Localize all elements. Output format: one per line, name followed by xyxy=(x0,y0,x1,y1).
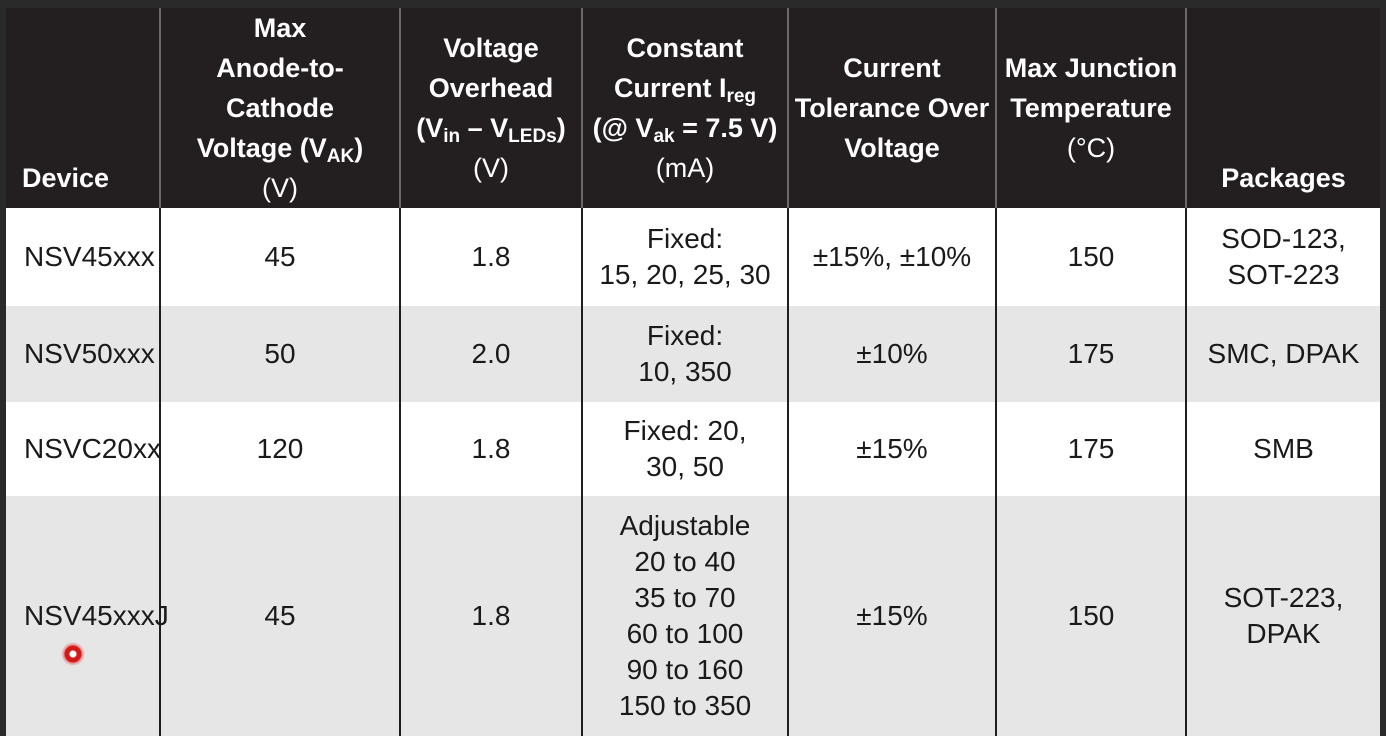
table-row: NSV50xxx 50 2.0 Fixed: 10, 350 ±10% 175 S… xyxy=(6,306,1380,402)
header-constant-current: Constant Current Ireg (@ Vak = 7.5 V) (m… xyxy=(581,8,788,208)
cell-overhead: 1.8 xyxy=(399,208,582,306)
cell-tj: 175 xyxy=(995,306,1186,402)
cell-tolerance: ±10% xyxy=(787,306,996,402)
cell-device: NSV50xxx xyxy=(6,306,160,402)
cell-tj: 175 xyxy=(995,402,1186,496)
cell-ireg: Fixed: 15, 20, 25, 30 xyxy=(581,208,788,306)
cell-ireg: Fixed: 20, 30, 50 xyxy=(581,402,788,496)
cell-packages: SMB xyxy=(1185,402,1380,496)
pointer-cursor-icon xyxy=(61,642,85,666)
table-row: NSV45xxx 45 1.8 Fixed: 15, 20, 25, 30 ±15… xyxy=(6,208,1380,306)
cell-tj: 150 xyxy=(995,208,1186,306)
header-device: Device xyxy=(6,8,160,208)
header-anode-cathode-voltage: Max Anode-to-Cathode Voltage (VAK) (V) xyxy=(159,8,400,208)
cell-overhead: 1.8 xyxy=(399,402,582,496)
table-row: NSV45xxxJ 45 1.8 Adjustable 20 to 40 35 … xyxy=(6,496,1380,736)
cell-device: NSV45xxx xyxy=(6,208,160,306)
cell-overhead: 1.8 xyxy=(399,496,582,736)
header-row: Device Max Anode-to-Cathode Voltage (VAK… xyxy=(6,8,1380,208)
cell-tj: 150 xyxy=(995,496,1186,736)
spec-table-frame: Device Max Anode-to-Cathode Voltage (VAK… xyxy=(6,8,1380,736)
cell-ireg: Adjustable 20 to 40 35 to 70 60 to 100 9… xyxy=(581,496,788,736)
cell-tolerance: ±15% xyxy=(787,496,996,736)
table-row: NSVC20xx 120 1.8 Fixed: 20, 30, 50 ±15% 1… xyxy=(6,402,1380,496)
header-packages: Packages xyxy=(1185,8,1380,208)
cell-packages: SOD-123, SOT-223 xyxy=(1185,208,1380,306)
cell-device: NSVC20xx xyxy=(6,402,161,496)
header-voltage-overhead: Voltage Overhead (Vin – VLEDs) (V) xyxy=(399,8,582,208)
header-current-tolerance: Current Tolerance Over Voltage xyxy=(787,8,996,208)
cell-packages: SMC, DPAK xyxy=(1185,306,1380,402)
header-max-junction-temperature: Max Junction Temperature (°C) xyxy=(995,8,1186,208)
device-spec-table: Device Max Anode-to-Cathode Voltage (VAK… xyxy=(6,8,1380,736)
cell-ireg: Fixed: 10, 350 xyxy=(581,306,788,402)
cell-packages: SOT-223, DPAK xyxy=(1185,496,1380,736)
cell-device: NSV45xxxJ xyxy=(6,496,169,736)
cell-vak: 45 xyxy=(159,496,400,736)
cell-vak: 45 xyxy=(159,208,400,306)
cell-tolerance: ±15%, ±10% xyxy=(787,208,996,306)
cell-overhead: 2.0 xyxy=(399,306,582,402)
cell-tolerance: ±15% xyxy=(787,402,996,496)
cell-vak: 120 xyxy=(159,402,400,496)
cell-vak: 50 xyxy=(159,306,400,402)
